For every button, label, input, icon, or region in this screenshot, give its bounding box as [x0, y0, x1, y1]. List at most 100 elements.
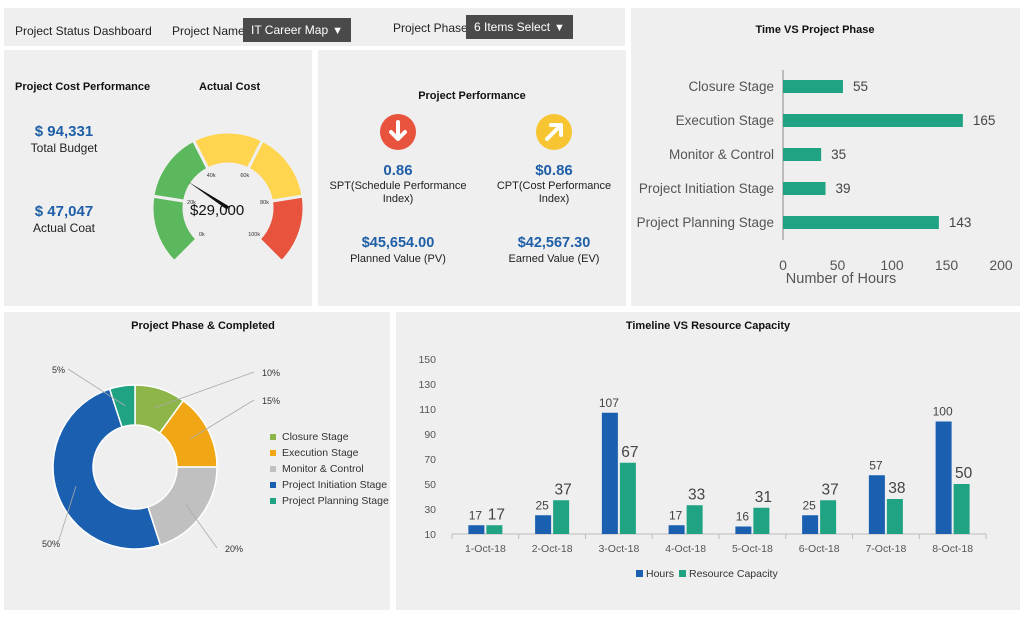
x-tick-label: 2-Oct-18: [532, 543, 573, 555]
bar: [802, 515, 819, 534]
x-tick-label: 1-Oct-18: [465, 543, 506, 555]
data-label: 50: [955, 465, 973, 482]
gauge-segment-5: [256, 194, 306, 264]
x-tick-label: 3-Oct-18: [598, 543, 639, 555]
x-tick-label: 5-Oct-18: [732, 543, 773, 555]
gauge-tick-label: 100k: [248, 232, 260, 238]
x-tick-label: 200: [989, 257, 1013, 273]
data-label: 17: [488, 506, 505, 523]
x-tick-label: 50: [830, 257, 846, 273]
earned-value-amount: $42,567.30: [517, 235, 591, 251]
performance-panel: Project Performance 0.86 SPT(Schedule Pe…: [318, 50, 626, 306]
data-label: 33: [688, 486, 705, 503]
bar: [735, 526, 752, 534]
legend-item: Closure Stage: [270, 431, 349, 443]
y-tick-label: Project Planning Stage: [637, 215, 774, 230]
data-label: 17: [469, 508, 483, 522]
down-arrow-icon: [380, 114, 416, 150]
project-phase-value: 6 Items Select: [474, 20, 551, 34]
cost-panel-title: Project Cost Performance: [15, 81, 151, 93]
cpi-label: CPT(Cost Performance Index): [496, 180, 612, 205]
data-label: 165: [973, 113, 996, 128]
project-phase-dropdown[interactable]: 6 Items Select ▼: [466, 15, 573, 39]
donut-slice: [52, 388, 162, 550]
legend-swatch: [679, 570, 686, 577]
bar: [783, 182, 826, 195]
y-tick-label: 110: [419, 404, 436, 416]
bar: [953, 484, 970, 534]
bar: [820, 500, 837, 534]
y-tick-label: Execution Stage: [676, 113, 774, 128]
data-label: 5%: [52, 365, 65, 375]
x-tick-label: 4-Oct-18: [665, 543, 706, 555]
bar: [783, 80, 843, 93]
legend-item: Project Initiation Stage: [270, 479, 387, 491]
total-budget-label: Total Budget: [30, 141, 98, 155]
chart-title: Project Phase & Completed: [131, 320, 275, 332]
leader-line: [184, 503, 218, 549]
y-tick-label: Project Initiation Stage: [639, 181, 774, 196]
x-tick-label: 7-Oct-18: [865, 543, 906, 555]
spi-label: SPT(Schedule Performance Index): [329, 180, 467, 205]
data-label: 10%: [262, 368, 280, 378]
gauge-tick-label: 40k: [207, 173, 216, 179]
bar: [535, 515, 552, 534]
total-budget-value: $ 94,331: [34, 123, 94, 140]
legend-label: Monitor & Control: [282, 463, 364, 475]
spi-value: 0.86: [383, 162, 413, 179]
project-name-dropdown[interactable]: IT Career Map ▼: [243, 18, 352, 42]
up-right-arrow-icon: [536, 114, 572, 150]
bar: [868, 475, 885, 534]
cost-panel: Project Cost Performance Actual Cost $ 9…: [4, 50, 312, 306]
x-tick-label: 8-Oct-18: [932, 543, 973, 555]
x-tick-label: 6-Oct-18: [799, 543, 840, 555]
data-label: 15%: [262, 396, 280, 406]
data-label: 17: [669, 508, 683, 522]
project-phase-label: Project Phase: [393, 21, 468, 35]
bar: [783, 148, 822, 161]
bar: [486, 525, 503, 534]
data-label: 20%: [225, 544, 243, 554]
gauge-tick-label: 60k: [240, 173, 249, 179]
project-name-value: IT Career Map: [251, 23, 329, 37]
legend-label: Project Initiation Stage: [282, 479, 388, 491]
x-tick-label: 150: [935, 257, 959, 273]
bar: [601, 412, 618, 534]
actual-coat-label: Actual Coat: [32, 221, 96, 235]
gauge-needle: [187, 181, 230, 210]
bar: [753, 507, 770, 534]
y-tick-label: 30: [424, 504, 436, 516]
phase-completed-panel: Project Phase & Completed 10% 15% 20% 50% 5% …: [4, 312, 390, 610]
legend-swatch: [270, 434, 276, 441]
legend-label: Resource Capacity: [689, 568, 778, 580]
legend-swatch: [270, 498, 276, 505]
x-tick-label: 0: [779, 257, 787, 273]
legend-swatch: [270, 466, 276, 473]
dropdown-arrow-icon: ▼: [554, 22, 565, 34]
planned-value-amount: $45,654.00: [361, 235, 435, 251]
x-axis-title: Number of Hours: [786, 271, 896, 287]
bar: [468, 525, 485, 534]
timeline-capacity-panel: Timeline VS Resource Capacity 10 30 50 70 90 1…: [396, 312, 1020, 610]
y-tick-label: 130: [418, 379, 436, 391]
data-label: 39: [836, 181, 851, 196]
gauge-tick-label: 80k: [260, 200, 269, 206]
legend-item: Execution Stage: [270, 447, 358, 459]
actual-coat-value: $ 47,047: [34, 203, 94, 220]
performance-panel-title: Project Performance: [418, 90, 526, 102]
x-tick-label: 100: [880, 257, 904, 273]
data-label: 100: [933, 405, 953, 419]
y-tick-label: 50: [424, 479, 436, 491]
time-phase-chart: Time VS Project Phase Closure Stage 55 Exec…: [637, 24, 1013, 287]
leader-line: [57, 486, 77, 544]
legend-item: Monitor & Control: [270, 463, 364, 475]
bar: [886, 499, 903, 534]
page-title: Project Status Dashboard: [15, 24, 152, 38]
y-tick-label: 90: [424, 429, 436, 441]
actual-cost-title: Actual Cost: [199, 81, 261, 93]
bar: [935, 421, 952, 534]
data-label: 25: [802, 498, 816, 512]
y-tick-label: Monitor & Control: [669, 147, 774, 162]
bar: [783, 114, 963, 127]
leader-line: [67, 368, 126, 407]
